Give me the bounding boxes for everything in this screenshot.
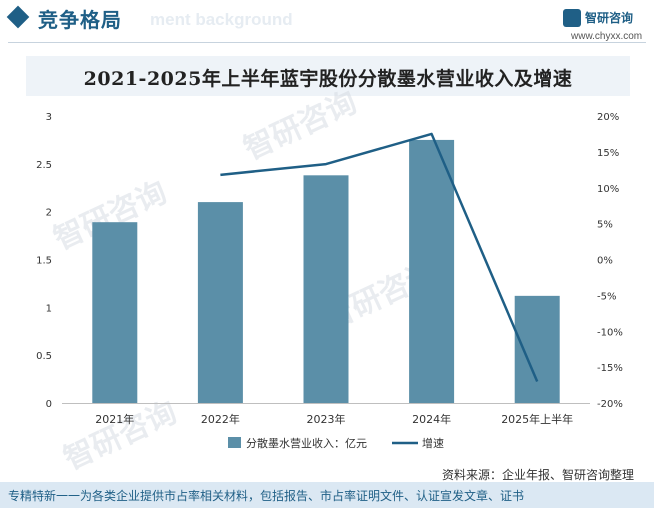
- y-right-tick-label: 15%: [597, 148, 619, 159]
- watermark-text: 智研咨询: [239, 85, 363, 167]
- brand-url: www.chyxx.com: [571, 31, 643, 42]
- header: 竞争格局 ment background 智研咨询 www.chyxx.com: [0, 0, 654, 42]
- x-tick-label: 2021年: [95, 412, 134, 426]
- bar: [514, 295, 560, 403]
- y-left-tick-label: 2.5: [36, 160, 52, 171]
- bar: [197, 202, 243, 403]
- footer-bar: [0, 482, 654, 508]
- header-divider: [8, 42, 646, 43]
- x-tick-label: 2025年上半年: [501, 412, 573, 426]
- y-right-tick-label: 10%: [597, 184, 619, 195]
- y-left-tick-label: 3: [46, 112, 52, 123]
- y-right-tick-label: -10%: [597, 327, 623, 338]
- logo-icon: [563, 9, 581, 27]
- bar: [303, 175, 349, 403]
- y-left-tick-label: 1: [46, 303, 52, 314]
- chart-title: 2021-2025年上半年蓝宇股份分散墨水营业收入及增速: [83, 68, 573, 90]
- footer-text: 专精特新一一为各类企业提供市占率相关材料，包括报告、市占率证明文件、认证宣发文章…: [8, 489, 525, 503]
- bar: [409, 139, 455, 403]
- y-right-tick-label: 0%: [597, 256, 613, 267]
- growth-line: [220, 132, 539, 382]
- legend-label-bar: 分散墨水营业收入：亿元: [246, 436, 367, 450]
- title-band: [26, 56, 630, 96]
- y-left-tick-label: 0.5: [36, 351, 52, 362]
- y-left-tick-label: 1.5: [36, 256, 52, 267]
- y-right-tick-label: -5%: [597, 291, 616, 302]
- section-title: 竞争格局: [38, 8, 122, 32]
- y-right-tick-label: -20%: [597, 399, 623, 410]
- header-watermark-text: ment background: [150, 10, 293, 29]
- y-right-tick-label: 20%: [597, 112, 619, 123]
- x-tick-label: 2022年: [201, 412, 240, 426]
- legend-label-line: 增速: [422, 436, 444, 450]
- y-left-tick-label: 2: [46, 208, 52, 219]
- legend-swatch-bar: [228, 437, 241, 448]
- x-tick-label: 2024年: [412, 412, 451, 426]
- y-right-tick-label: 5%: [597, 220, 613, 231]
- x-tick-label: 2023年: [307, 412, 346, 426]
- brand-name: 智研咨询: [585, 11, 634, 25]
- watermark-text: 智研咨询: [59, 395, 183, 477]
- source-note: 资料来源：企业年报、智研咨询整理: [442, 468, 635, 482]
- y-left-tick-label: 0: [46, 399, 52, 410]
- bar: [92, 222, 138, 403]
- y-right-tick-label: -15%: [597, 363, 623, 374]
